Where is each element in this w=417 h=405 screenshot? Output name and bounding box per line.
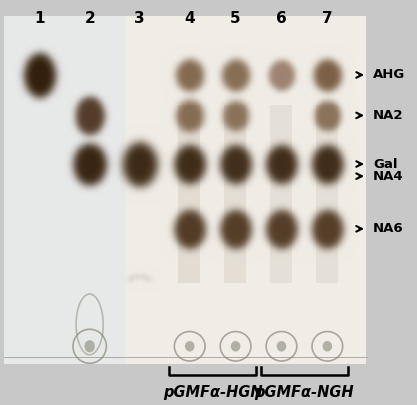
Text: 6: 6 (276, 11, 287, 26)
Text: 4: 4 (184, 11, 195, 26)
Text: 7: 7 (322, 11, 333, 26)
Text: AHG: AHG (373, 68, 405, 81)
Ellipse shape (277, 341, 286, 352)
Text: pGMFα-NGH: pGMFα-NGH (255, 385, 354, 401)
Text: 3: 3 (134, 11, 145, 26)
Text: NA4: NA4 (373, 170, 404, 183)
Text: 1: 1 (34, 11, 45, 26)
Text: NA2: NA2 (373, 109, 404, 122)
Ellipse shape (323, 341, 332, 352)
Ellipse shape (185, 341, 194, 352)
Text: 5: 5 (230, 11, 241, 26)
Text: pGMFα-HGN: pGMFα-HGN (163, 385, 262, 401)
Text: Gal: Gal (373, 158, 398, 171)
Text: NA6: NA6 (373, 222, 404, 235)
Ellipse shape (84, 340, 95, 352)
Text: 2: 2 (84, 11, 95, 26)
Ellipse shape (231, 341, 240, 352)
